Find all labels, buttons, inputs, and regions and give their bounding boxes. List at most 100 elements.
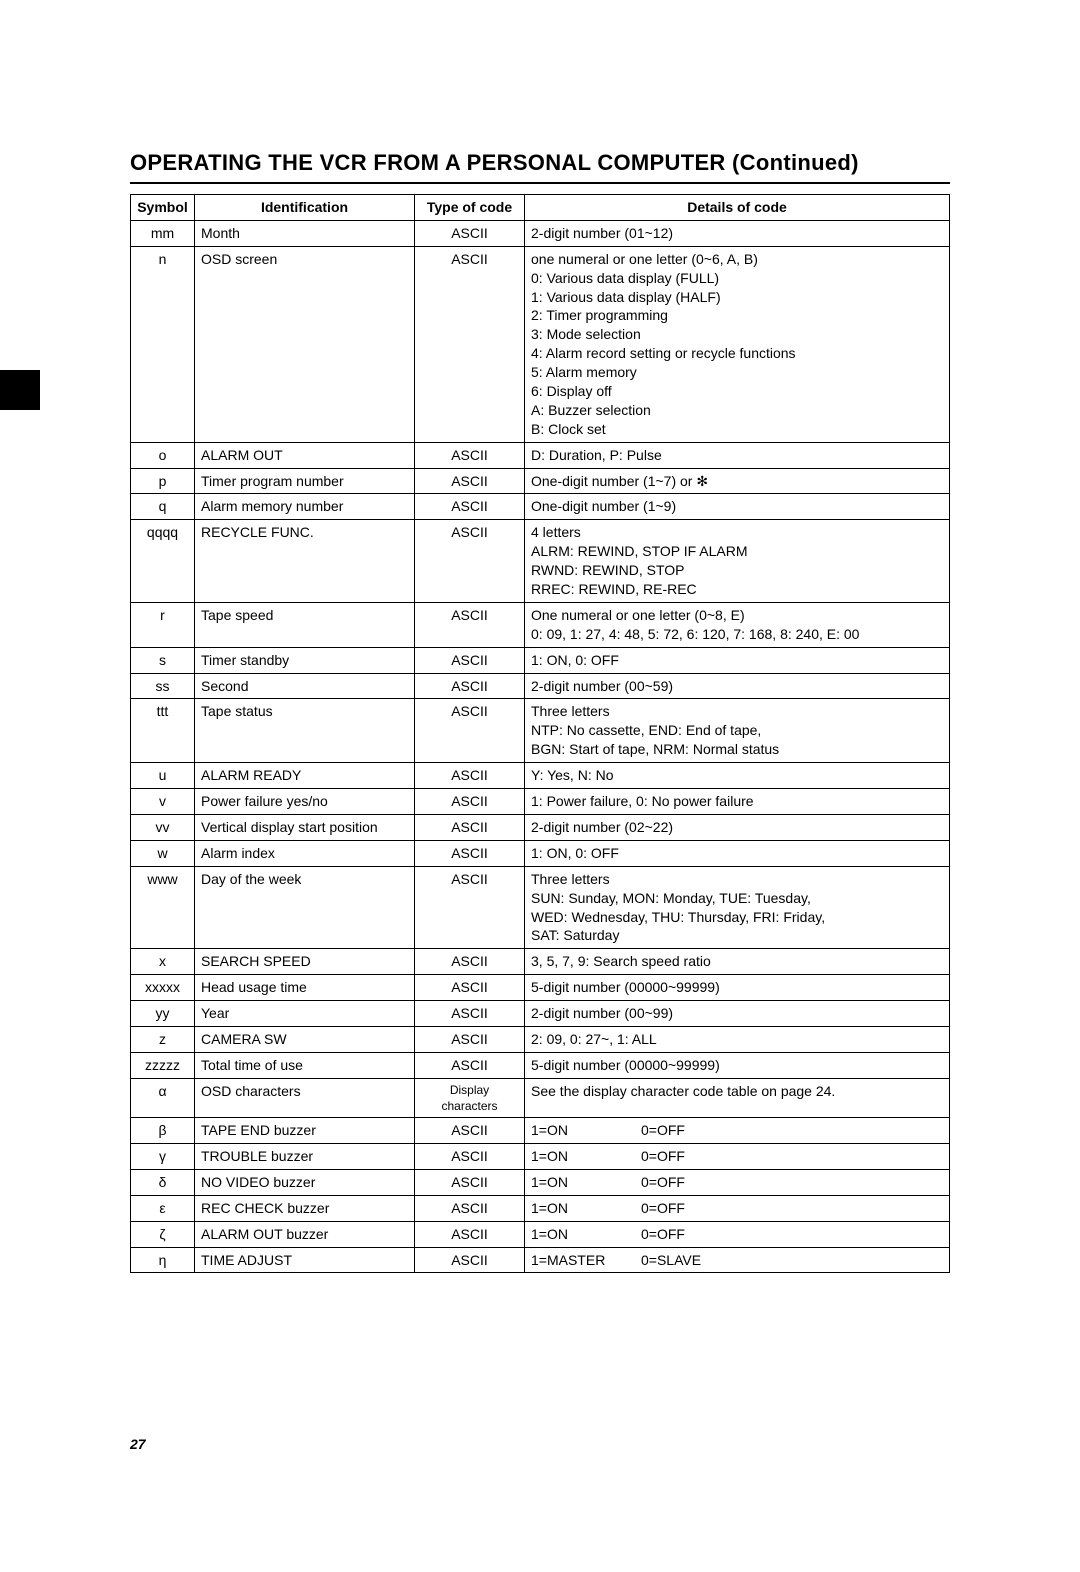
cell-identification: SEARCH SPEED — [195, 949, 415, 975]
cell-details: 1=MASTER0=SLAVE — [525, 1247, 950, 1273]
cell-identification: Timer program number — [195, 468, 415, 494]
cell-identification: Month — [195, 220, 415, 246]
codes-table: Symbol Identification Type of code Detai… — [130, 194, 950, 1273]
cell-symbol: zzzzz — [131, 1052, 195, 1078]
cell-symbol: v — [131, 789, 195, 815]
cell-details: Three lettersNTP: No cassette, END: End … — [525, 699, 950, 763]
table-row: ζALARM OUT buzzerASCII1=ON0=OFF — [131, 1221, 950, 1247]
cell-type: ASCII — [415, 814, 525, 840]
cell-type: ASCII — [415, 1195, 525, 1221]
cell-details: One-digit number (1~9) — [525, 494, 950, 520]
cell-details: One-digit number (1~7) or ✻ — [525, 468, 950, 494]
cell-type: ASCII — [415, 840, 525, 866]
cell-identification: RECYCLE FUNC. — [195, 520, 415, 603]
cell-symbol: w — [131, 840, 195, 866]
cell-identification: Total time of use — [195, 1052, 415, 1078]
table-row: wAlarm indexASCII1: ON, 0: OFF — [131, 840, 950, 866]
cell-identification: Alarm memory number — [195, 494, 415, 520]
page-title: OPERATING THE VCR FROM A PERSONAL COMPUT… — [130, 150, 950, 184]
cell-details: One numeral or one letter (0~8, E)0: 09,… — [525, 602, 950, 647]
table-row: ηTIME ADJUSTASCII1=MASTER0=SLAVE — [131, 1247, 950, 1273]
cell-details: Three lettersSUN: Sunday, MON: Monday, T… — [525, 866, 950, 949]
cell-details: 2-digit number (00~99) — [525, 1001, 950, 1027]
cell-type: ASCII — [415, 763, 525, 789]
table-row: xxxxxHead usage timeASCII5-digit number … — [131, 975, 950, 1001]
cell-type: ASCII — [415, 1169, 525, 1195]
page: OPERATING THE VCR FROM A PERSONAL COMPUT… — [0, 0, 1080, 1572]
cell-identification: Tape speed — [195, 602, 415, 647]
cell-details: 5-digit number (00000~99999) — [525, 975, 950, 1001]
cell-identification: Vertical display start position — [195, 814, 415, 840]
table-row: pTimer program numberASCIIOne-digit numb… — [131, 468, 950, 494]
cell-type: ASCII — [415, 1118, 525, 1144]
cell-symbol: z — [131, 1026, 195, 1052]
cell-type: ASCII — [415, 1001, 525, 1027]
cell-type: ASCII — [415, 647, 525, 673]
cell-symbol: www — [131, 866, 195, 949]
cell-symbol: vv — [131, 814, 195, 840]
cell-identification: Second — [195, 673, 415, 699]
page-number: 27 — [130, 1436, 146, 1452]
cell-symbol: xxxxx — [131, 975, 195, 1001]
cell-symbol: s — [131, 647, 195, 673]
cell-type: ASCII — [415, 1221, 525, 1247]
cell-type: ASCII — [415, 699, 525, 763]
table-row: ssSecondASCII2-digit number (00~59) — [131, 673, 950, 699]
cell-details: See the display character code table on … — [525, 1078, 950, 1117]
cell-type: Display characters — [415, 1078, 525, 1117]
cell-symbol: ttt — [131, 699, 195, 763]
cell-type: ASCII — [415, 246, 525, 442]
table-row: sTimer standbyASCII1: ON, 0: OFF — [131, 647, 950, 673]
table-row: wwwDay of the weekASCIIThree lettersSUN:… — [131, 866, 950, 949]
cell-identification: TIME ADJUST — [195, 1247, 415, 1273]
cell-details: 2-digit number (02~22) — [525, 814, 950, 840]
cell-type: ASCII — [415, 520, 525, 603]
table-row: uALARM READYASCIIY: Yes, N: No — [131, 763, 950, 789]
col-symbol: Symbol — [131, 195, 195, 221]
table-row: qAlarm memory numberASCIIOne-digit numbe… — [131, 494, 950, 520]
table-row: qqqqRECYCLE FUNC.ASCII4 lettersALRM: REW… — [131, 520, 950, 603]
col-ident: Identification — [195, 195, 415, 221]
cell-symbol: qqqq — [131, 520, 195, 603]
cell-symbol: ε — [131, 1195, 195, 1221]
table-row: βTAPE END buzzerASCII1=ON0=OFF — [131, 1118, 950, 1144]
cell-symbol: mm — [131, 220, 195, 246]
table-row: zCAMERA SWASCII2: 09, 0: 27~, 1: ALL — [131, 1026, 950, 1052]
cell-details: Y: Yes, N: No — [525, 763, 950, 789]
cell-identification: Power failure yes/no — [195, 789, 415, 815]
table-row: oALARM OUTASCIID: Duration, P: Pulse — [131, 442, 950, 468]
cell-details: 1=ON0=OFF — [525, 1195, 950, 1221]
table-row: xSEARCH SPEEDASCII3, 5, 7, 9: Search spe… — [131, 949, 950, 975]
table-header-row: Symbol Identification Type of code Detai… — [131, 195, 950, 221]
cell-type: ASCII — [415, 442, 525, 468]
cell-type: ASCII — [415, 602, 525, 647]
cell-identification: ALARM READY — [195, 763, 415, 789]
table-row: mmMonthASCII2-digit number (01~12) — [131, 220, 950, 246]
cell-type: ASCII — [415, 1026, 525, 1052]
cell-identification: Day of the week — [195, 866, 415, 949]
cell-identification: Timer standby — [195, 647, 415, 673]
cell-identification: Head usage time — [195, 975, 415, 1001]
cell-symbol: η — [131, 1247, 195, 1273]
table-row: εREC CHECK buzzerASCII1=ON0=OFF — [131, 1195, 950, 1221]
cell-type: ASCII — [415, 468, 525, 494]
table-row: vPower failure yes/noASCII1: Power failu… — [131, 789, 950, 815]
cell-identification: ALARM OUT buzzer — [195, 1221, 415, 1247]
cell-identification: TROUBLE buzzer — [195, 1144, 415, 1170]
col-details: Details of code — [525, 195, 950, 221]
cell-details: 4 lettersALRM: REWIND, STOP IF ALARMRWND… — [525, 520, 950, 603]
table-row: γTROUBLE buzzerASCII1=ON0=OFF — [131, 1144, 950, 1170]
table-row: zzzzzTotal time of useASCII5-digit numbe… — [131, 1052, 950, 1078]
table-row: δNO VIDEO buzzerASCII1=ON0=OFF — [131, 1169, 950, 1195]
cell-details: 2-digit number (00~59) — [525, 673, 950, 699]
cell-symbol: x — [131, 949, 195, 975]
cell-details: 1=ON0=OFF — [525, 1221, 950, 1247]
cell-symbol: o — [131, 442, 195, 468]
cell-details: 3, 5, 7, 9: Search speed ratio — [525, 949, 950, 975]
table-row: tttTape statusASCIIThree lettersNTP: No … — [131, 699, 950, 763]
cell-symbol: q — [131, 494, 195, 520]
cell-type: ASCII — [415, 866, 525, 949]
cell-identification: Tape status — [195, 699, 415, 763]
cell-symbol: ζ — [131, 1221, 195, 1247]
cell-type: ASCII — [415, 1144, 525, 1170]
